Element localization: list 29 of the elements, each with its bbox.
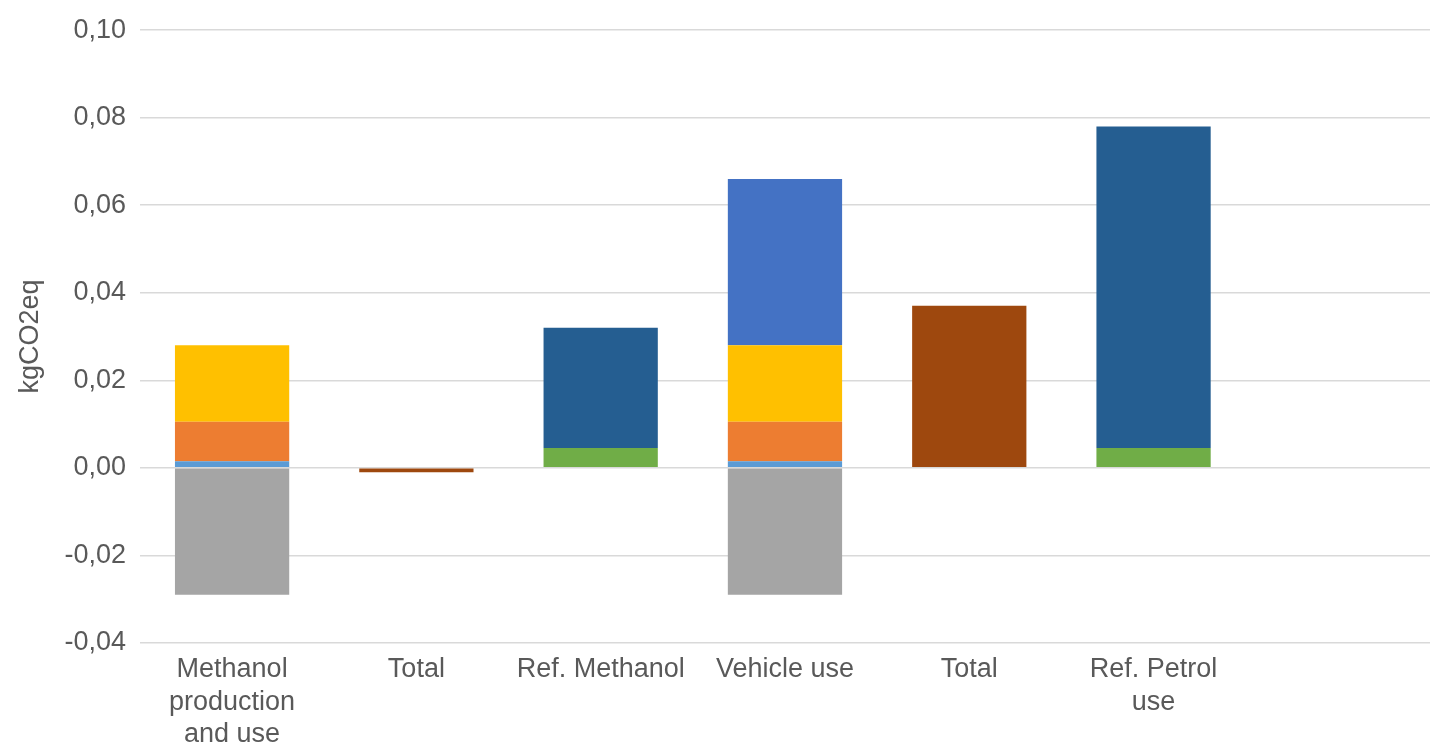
x-tick-label: Ref. Methanol — [516, 653, 685, 684]
bar — [727, 178, 843, 346]
bar — [543, 448, 658, 468]
bar — [174, 461, 290, 468]
bar — [727, 421, 843, 462]
x-tick-label: Methanol production and use — [169, 653, 296, 749]
y-tick-label: 0,04 — [73, 276, 126, 307]
bar — [1096, 126, 1211, 449]
y-tick-label: -0,02 — [64, 538, 126, 569]
y-tick-label: -0,04 — [64, 626, 126, 657]
y-tick-label: 0,02 — [73, 363, 126, 394]
bar — [912, 305, 1027, 468]
bar — [727, 461, 843, 468]
y-tick-label: 0,10 — [73, 13, 126, 44]
y-tick-label: 0,08 — [73, 101, 126, 132]
bar — [174, 421, 290, 462]
bar — [174, 345, 290, 422]
y-axis-title: kgCO2eq — [13, 279, 44, 394]
bar — [174, 468, 290, 595]
x-tick-label: Vehicle use — [715, 653, 855, 684]
bar — [727, 345, 843, 422]
y-tick-label: 0,06 — [73, 188, 126, 219]
bar — [727, 468, 843, 595]
x-tick-label: Total — [387, 653, 445, 684]
bar — [1096, 448, 1211, 468]
x-tick-label: Total — [940, 653, 998, 684]
y-tick-label: 0,00 — [73, 451, 126, 482]
bar — [543, 327, 658, 449]
x-tick-label: Ref. Petrol use — [1089, 653, 1218, 716]
